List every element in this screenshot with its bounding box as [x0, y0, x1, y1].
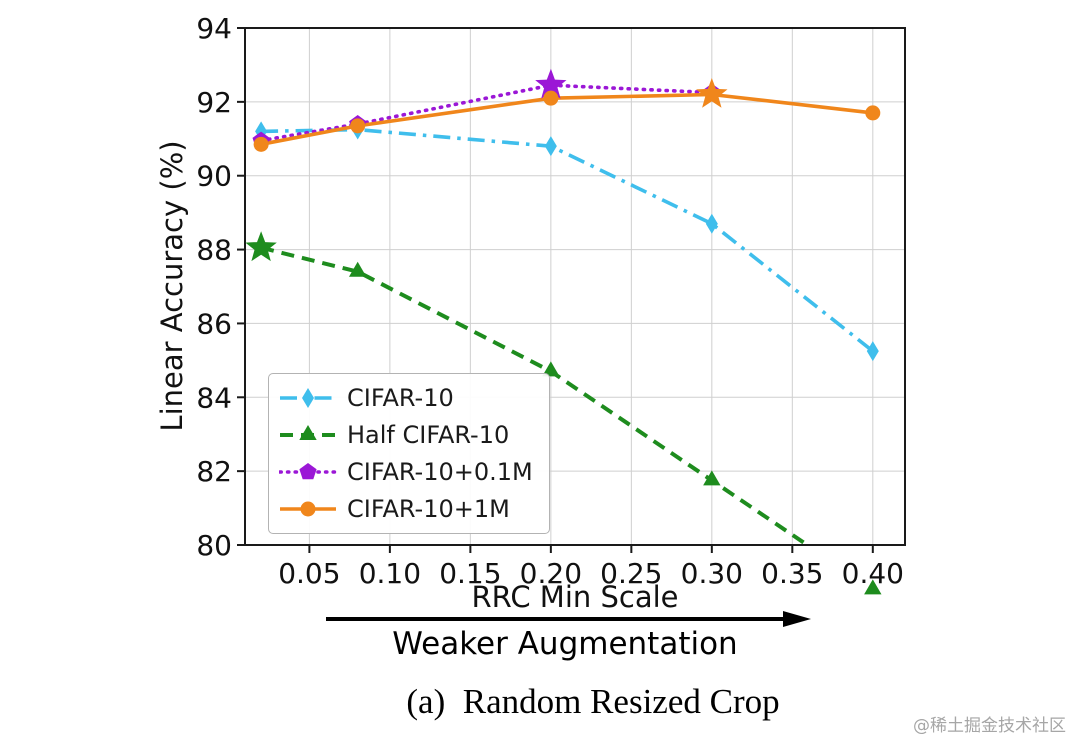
marker-cifar-10	[866, 341, 879, 362]
y-tick-label: 90	[196, 160, 232, 193]
marker-cifar-10-1m	[350, 118, 366, 134]
x-tick-label: 0.20	[520, 557, 582, 590]
legend-marker-glyph-cifar-10	[302, 388, 314, 408]
series-line-cifar-10	[261, 127, 874, 353]
marker-cifar-10-1m	[543, 90, 559, 106]
y-tick-label: 88	[196, 234, 232, 267]
y-axis-label: Linear Accuracy (%)	[155, 140, 189, 432]
y-tick-labels: 80 82 84 86 88 90 92 94	[196, 12, 232, 562]
marker-cifar-10	[705, 213, 718, 234]
legend-marker-cifar-10-1m	[280, 501, 336, 517]
legend-item-half-cifar-10: Half CIFAR-10	[279, 418, 533, 452]
weaker-augmentation-arrow-icon	[326, 611, 811, 627]
best-star-marker-cifar-10-1m	[696, 78, 728, 108]
y-tick-label: 86	[196, 307, 232, 340]
y-tick-label: 80	[196, 529, 232, 562]
figure-caption: (a) Random Resized Crop	[406, 682, 780, 721]
marker-cifar-10-1m	[253, 136, 269, 152]
y-tick-label: 84	[196, 381, 232, 414]
x-tick-label: 0.10	[359, 557, 421, 590]
x-axis-label: RRC Min Scale	[471, 580, 679, 614]
marker-cifar-10-1m	[865, 105, 881, 121]
legend-item-cifar-10-0-1m: CIFAR-10+0.1M	[279, 455, 533, 489]
marker-half-cifar-10	[542, 361, 560, 377]
legend-marker-half-cifar-10	[280, 425, 336, 440]
legend-item-cifar-10-1m: CIFAR-10+1M	[279, 492, 533, 526]
series-line-cifar-10-0-1m	[259, 83, 714, 143]
y-tick-label: 92	[196, 86, 232, 119]
legend: CIFAR-10 Half CIFAR-10 CIFAR-10+0.1M CIFAR-…	[268, 373, 550, 534]
legend-marker-glyph-cifar-10-0-1m	[299, 463, 317, 480]
best-star-marker-cifar-10-0-1m	[535, 68, 567, 99]
x-tick-label: 0.15	[439, 557, 501, 590]
weaker-augmentation-label: Weaker Augmentation	[392, 626, 738, 662]
y-tick-label: 94	[196, 12, 232, 45]
marker-cifar-10	[544, 136, 557, 157]
marker-half-cifar-10	[864, 579, 882, 595]
y-tick-label: 82	[196, 455, 232, 488]
legend-marker-cifar-10-0-1m	[279, 463, 337, 480]
legend-label: CIFAR-10	[347, 384, 454, 412]
marker-half-cifar-10	[703, 470, 721, 486]
legend-marker-cifar-10	[280, 388, 336, 408]
axis-ticks	[237, 27, 874, 553]
series-markers	[245, 68, 882, 595]
best-star-marker-half-cifar-10	[245, 231, 277, 262]
legend-marker-glyph-half-cifar-10	[299, 425, 317, 440]
x-tick-label: 0.05	[278, 557, 340, 590]
x-tick-label: 0.30	[681, 557, 743, 590]
marker-half-cifar-10	[348, 261, 367, 277]
legend-item-cifar-10: CIFAR-10	[279, 381, 533, 415]
legend-label: CIFAR-10+0.1M	[347, 458, 533, 486]
x-tick-label: 0.35	[761, 557, 823, 590]
legend-label: Half CIFAR-10	[347, 421, 510, 449]
x-tick-label: 0.25	[600, 557, 662, 590]
axes-box	[244, 27, 906, 546]
legend-label: CIFAR-10+1M	[347, 495, 510, 523]
watermark: @稀土掘金技术社区	[913, 716, 1066, 736]
legend-marker-glyph-cifar-10-1m	[300, 501, 316, 517]
